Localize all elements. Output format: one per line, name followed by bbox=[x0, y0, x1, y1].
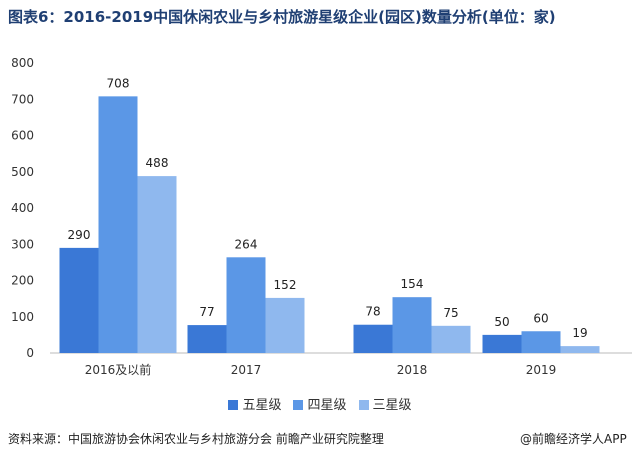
y-tick-label: 100 bbox=[11, 310, 34, 324]
y-tick-label: 200 bbox=[11, 274, 34, 288]
data-label: 19 bbox=[572, 326, 587, 340]
y-tick-label: 700 bbox=[11, 92, 34, 106]
data-label: 60 bbox=[533, 311, 548, 325]
bar bbox=[353, 324, 393, 353]
chart-title: 图表6：2016-2019中国休闲农业与乡村旅游星级企业(园区)数量分析(单位：… bbox=[8, 8, 556, 26]
bar bbox=[137, 176, 177, 353]
data-label: 77 bbox=[199, 305, 214, 319]
data-label: 75 bbox=[443, 306, 458, 320]
x-tick-label: 2019 bbox=[526, 363, 557, 377]
data-label: 50 bbox=[494, 315, 509, 329]
x-tick-label: 2018 bbox=[397, 363, 428, 377]
bar bbox=[265, 297, 305, 353]
bar bbox=[98, 96, 138, 353]
legend-swatch bbox=[358, 400, 369, 410]
data-label: 708 bbox=[107, 76, 130, 90]
source-note: 资料来源：中国旅游协会休闲农业与乡村旅游分会 前瞻产业研究院整理 bbox=[8, 432, 384, 446]
legend-item: 四星级 bbox=[293, 394, 347, 413]
chart-legend: 五星级 四星级 三星级 bbox=[0, 394, 640, 413]
data-label: 290 bbox=[68, 228, 91, 242]
x-tick-label: 2016及以前 bbox=[85, 362, 152, 377]
bar-chart: 0 100 200 300 400 500 600 700 800 290 708 488 2016及以… bbox=[11, 56, 632, 377]
legend-label: 四星级 bbox=[307, 398, 347, 413]
x-tick-label: 2017 bbox=[231, 363, 262, 377]
data-label: 264 bbox=[235, 237, 258, 251]
bar bbox=[392, 297, 432, 353]
bar bbox=[59, 247, 99, 353]
legend-label: 五星级 bbox=[242, 398, 282, 413]
y-tick-label: 300 bbox=[11, 237, 34, 251]
bar bbox=[560, 346, 600, 353]
data-label: 78 bbox=[365, 305, 380, 319]
data-label: 488 bbox=[146, 156, 169, 170]
credit-note: @前瞻经济学人APP bbox=[520, 432, 627, 446]
data-label: 152 bbox=[274, 278, 297, 292]
y-tick-label: 500 bbox=[11, 165, 34, 179]
legend-swatch bbox=[293, 400, 304, 410]
y-tick-label: 0 bbox=[26, 346, 34, 360]
y-tick-label: 400 bbox=[11, 201, 34, 215]
y-tick-label: 800 bbox=[11, 56, 34, 70]
bar bbox=[431, 325, 471, 353]
legend-item: 三星级 bbox=[358, 394, 412, 413]
bar bbox=[226, 257, 266, 353]
data-label: 154 bbox=[401, 277, 424, 291]
y-tick-label: 600 bbox=[11, 129, 34, 143]
legend-item: 五星级 bbox=[228, 394, 281, 413]
legend-swatch bbox=[228, 400, 239, 410]
bar bbox=[482, 334, 522, 353]
bar bbox=[187, 325, 227, 353]
bar bbox=[521, 331, 561, 353]
legend-label: 三星级 bbox=[372, 398, 412, 413]
